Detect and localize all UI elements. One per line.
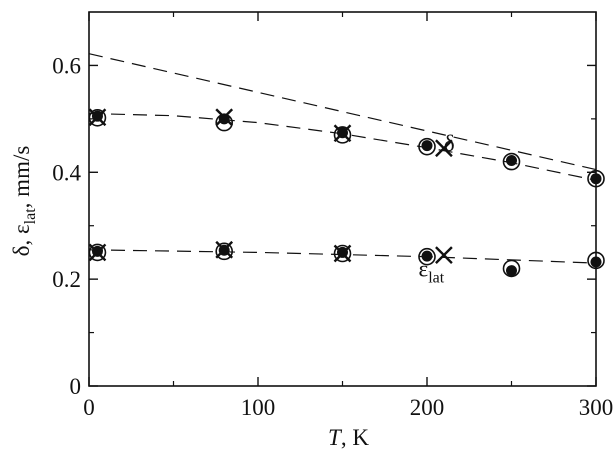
y-tick-label: 0 bbox=[70, 374, 82, 399]
marker-filled-dot-4-3 bbox=[421, 250, 433, 262]
marker-open-circle-0-4 bbox=[502, 152, 521, 171]
marker-filled-dot-1-3 bbox=[421, 140, 433, 152]
marker-cross-2-3 bbox=[435, 139, 453, 158]
x-tick-label: 100 bbox=[241, 395, 276, 420]
marker-open-circle-3-1 bbox=[215, 242, 233, 261]
marker-cross-5-1 bbox=[215, 240, 234, 259]
marker-open-circle-3-2 bbox=[333, 244, 352, 263]
marker-open-circle-3-3 bbox=[418, 247, 436, 266]
marker-cross-2-2 bbox=[333, 124, 352, 143]
y-axis-label: δ, εlat, mm/s bbox=[9, 146, 39, 257]
marker-cross-2-1 bbox=[215, 108, 234, 127]
labels: 0 100 200 300 0 0.2 0.4 0.6 T, K δ, εlat, mm/s δ εl… bbox=[9, 53, 613, 450]
marker-open-circle-0-3 bbox=[418, 137, 436, 156]
x-axis-label: T, K bbox=[328, 425, 369, 450]
marker-open-circle-0-2 bbox=[333, 126, 352, 144]
marker-cross-2-0 bbox=[88, 108, 107, 127]
fit-lines bbox=[88, 53, 597, 264]
y-tick-label: 0.2 bbox=[52, 267, 81, 292]
axes bbox=[88, 11, 597, 387]
x-tick-label: 300 bbox=[579, 395, 614, 420]
annotation-delta: δ bbox=[444, 131, 455, 156]
annotation-eps: εlat bbox=[419, 256, 445, 286]
marker-cross-5-2 bbox=[333, 244, 352, 263]
marker-cross-5-3 bbox=[435, 246, 453, 264]
plot-frame bbox=[88, 11, 597, 387]
y-tick-label: 0.4 bbox=[52, 160, 81, 185]
data-markers bbox=[88, 108, 605, 278]
marker-open-circle-3-4 bbox=[502, 259, 521, 278]
y-tick-label: 0.6 bbox=[52, 53, 81, 78]
marker-filled-dot-1-4 bbox=[506, 155, 517, 167]
marker-filled-dot-4-4 bbox=[506, 265, 517, 277]
delta-high-fit bbox=[88, 53, 597, 171]
x-tick-label: 200 bbox=[410, 395, 445, 420]
marker-cross-5-0 bbox=[88, 243, 107, 262]
x-tick-label: 0 bbox=[83, 395, 95, 420]
delta-fit bbox=[88, 112, 597, 181]
